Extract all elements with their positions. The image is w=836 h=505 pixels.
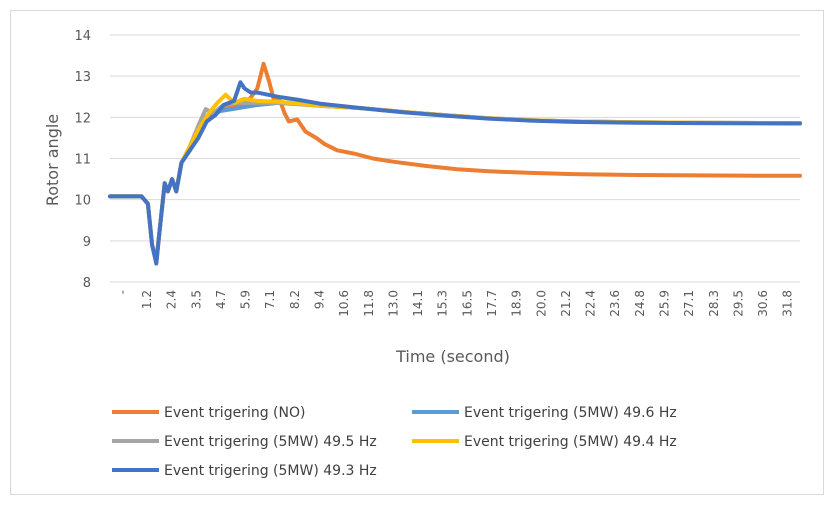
x-tick-label: 29.5 [731, 290, 745, 317]
y-tick-label: 8 [83, 276, 91, 291]
x-tick-label: 17.7 [485, 290, 499, 317]
x-axis-ticks: - 1.2 2.4 3.5 4.7 5.9 7.1 8.2 9.4 10.6 11.8 13.0 14.… [115, 290, 794, 317]
x-tick-label: 25.9 [657, 290, 671, 317]
x-tick-label: 30.6 [756, 290, 770, 317]
x-tick-label: 13.0 [386, 290, 400, 317]
y-tick-label: 9 [83, 235, 91, 250]
legend-label: Event trigering (NO) [164, 405, 305, 421]
x-axis-title: Time (second) [395, 347, 510, 366]
x-tick-label: 27.1 [682, 290, 696, 317]
legend-label: Event trigering (5MW) 49.5 Hz [164, 434, 377, 450]
x-tick-label: 3.5 [189, 290, 203, 309]
y-axis-title: Rotor angle [43, 114, 62, 206]
x-tick-label: 1.2 [140, 290, 154, 309]
y-tick-label: 13 [74, 70, 91, 85]
x-tick-label: 28.3 [707, 290, 721, 317]
y-tick-label: 14 [74, 29, 91, 44]
legend: Event trigering (NO) Event trigering (5MW… [112, 405, 677, 479]
series-line [108, 100, 802, 264]
legend-label: Event trigering (5MW) 49.4 Hz [464, 434, 677, 450]
gridlines [110, 34, 800, 283]
x-tick-label: 5.9 [239, 290, 253, 309]
x-tick-label: 11.8 [362, 290, 376, 317]
series-lines [108, 61, 802, 266]
x-tick-label: 22.4 [584, 290, 598, 317]
x-tick-label: 2.4 [165, 290, 179, 309]
series-line [108, 80, 802, 266]
x-tick-label: 31.8 [781, 290, 795, 317]
legend-label: Event trigering (5MW) 49.3 Hz [164, 463, 377, 479]
x-tick-label: 18.9 [510, 290, 524, 317]
series-line [108, 61, 802, 264]
x-tick-label: 10.6 [337, 290, 351, 317]
y-tick-label: 10 [74, 194, 91, 209]
x-tick-label: 24.8 [633, 290, 647, 317]
x-tick-label: 16.5 [460, 290, 474, 317]
series-line [108, 100, 802, 264]
y-axis-ticks: 8 9 10 11 12 13 14 [74, 29, 91, 291]
legend-label: Event trigering (5MW) 49.6 Hz [464, 405, 677, 421]
x-tick-label: 4.7 [214, 290, 228, 309]
x-tick-label: 15.3 [436, 290, 450, 317]
y-tick-label: 12 [74, 111, 91, 126]
x-tick-label: 23.6 [608, 290, 622, 317]
x-tick-label: 21.2 [559, 290, 573, 317]
x-tick-label: 8.2 [288, 290, 302, 309]
x-tick-label: 20.0 [534, 290, 548, 317]
x-tick-label: 9.4 [312, 290, 326, 309]
x-tick-label: - [115, 290, 129, 294]
y-tick-label: 11 [74, 153, 91, 168]
series-line [108, 92, 802, 264]
chart-frame [10, 10, 824, 495]
x-tick-label: 14.1 [411, 290, 425, 317]
x-tick-label: 7.1 [263, 290, 277, 309]
